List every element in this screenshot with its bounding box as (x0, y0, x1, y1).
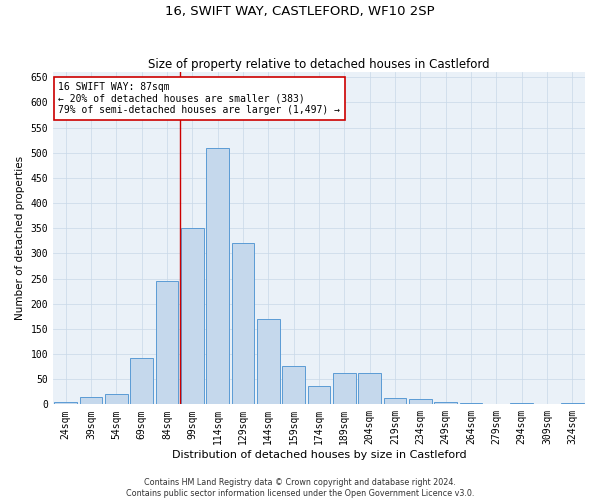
Bar (232, 244, 254, 404)
Text: Contains HM Land Registry data © Crown copyright and database right 2024.
Contai: Contains HM Land Registry data © Crown c… (126, 478, 474, 498)
Bar (155, 281, 178, 404)
Bar (257, 319, 280, 404)
Y-axis label: Number of detached properties: Number of detached properties (15, 156, 25, 320)
Bar (206, 148, 229, 404)
X-axis label: Distribution of detached houses by size in Castleford: Distribution of detached houses by size … (172, 450, 466, 460)
Text: 16, SWIFT WAY, CASTLEFORD, WF10 2SP: 16, SWIFT WAY, CASTLEFORD, WF10 2SP (165, 5, 435, 18)
Title: Size of property relative to detached houses in Castleford: Size of property relative to detached ho… (148, 58, 490, 71)
Bar (282, 366, 305, 405)
Bar (130, 358, 153, 405)
Bar (434, 402, 457, 404)
Bar (383, 398, 406, 404)
Bar (409, 399, 432, 404)
Bar (80, 397, 103, 404)
Text: 16 SWIFT WAY: 87sqm
← 20% of detached houses are smaller (383)
79% of semi-detac: 16 SWIFT WAY: 87sqm ← 20% of detached ho… (58, 82, 340, 116)
Bar (181, 228, 204, 404)
Bar (105, 394, 128, 404)
Bar (561, 403, 584, 404)
Bar (333, 372, 356, 404)
Bar (55, 402, 77, 404)
Bar (308, 386, 331, 404)
Bar (358, 372, 381, 404)
